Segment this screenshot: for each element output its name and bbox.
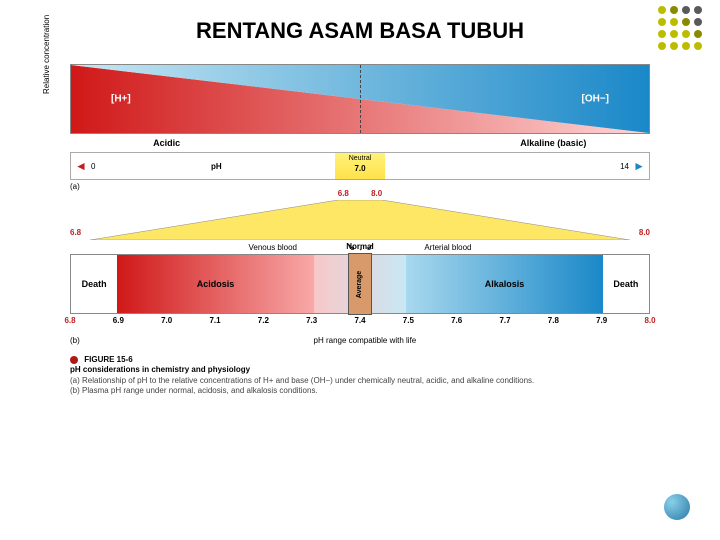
- figure-container: Relative concentration [H+] [OH−] Acidic…: [70, 64, 650, 397]
- figure-number: FIGURE 15-6: [84, 355, 132, 364]
- globe-icon: [664, 494, 690, 520]
- expand-right-val: 8.0: [371, 189, 382, 198]
- neutral-label-top: [263, 138, 456, 148]
- ph-scale-row: ◄ 0 pH Neutral 7.0 14 ►: [70, 152, 650, 180]
- plasma-segment: Alkalosis: [406, 255, 603, 313]
- plasma-segment: Death: [71, 255, 117, 313]
- ph-tick-row: 6.86.97.07.17.27.37.47.57.67.77.87.98.0: [70, 316, 650, 334]
- expand-left-val: 6.8: [338, 189, 349, 198]
- section-b-label: (b): [70, 336, 80, 345]
- ph-tick: 7.1: [209, 316, 220, 325]
- y-axis-label: Relative concentration: [42, 15, 51, 94]
- slide: RENTANG ASAM BASA TUBUH Relative concent…: [0, 0, 720, 540]
- caption-line-b: (b) Plasma pH range under normal, acidos…: [70, 386, 318, 395]
- ph-tick: 7.7: [499, 316, 510, 325]
- ph-tick: 8.0: [644, 316, 655, 325]
- normal-label-top: Normal: [70, 242, 650, 254]
- ph-range-caption: pH range compatible with life: [70, 336, 650, 345]
- ph-tick: 6.8: [64, 316, 75, 325]
- h-plus-label: [H+]: [111, 94, 131, 105]
- ph-tick: 7.8: [548, 316, 559, 325]
- figure-title: pH considerations in chemistry and physi…: [70, 365, 250, 374]
- oh-minus-label: [OH−]: [582, 94, 610, 105]
- ph-label: pH: [211, 162, 222, 171]
- scale-right: 14: [620, 162, 629, 171]
- figure-caption: FIGURE 15-6 pH considerations in chemist…: [70, 355, 650, 397]
- neutral-value: 7.0: [335, 164, 385, 173]
- average-label: Average: [357, 270, 364, 297]
- range-left: 6.8: [70, 228, 81, 237]
- ph-tick: 7.2: [258, 316, 269, 325]
- ph-tick: 7.6: [451, 316, 462, 325]
- alkaline-label: Alkaline (basic): [457, 138, 650, 148]
- ph-tick: 7.5: [403, 316, 414, 325]
- caption-line-a: (a) Relationship of pH to the relative c…: [70, 376, 534, 385]
- state-labels-row: Acidic Alkaline (basic): [70, 138, 650, 148]
- acidic-label: Acidic: [70, 138, 263, 148]
- ph-tick: 7.4: [354, 316, 365, 325]
- plasma-segment: Acidosis: [117, 255, 314, 313]
- normal-column: Average: [348, 253, 372, 315]
- ph-tick: 7.0: [161, 316, 172, 325]
- bullet-icon: [70, 356, 78, 364]
- neutral-label: Neutral: [335, 155, 385, 162]
- right-arrow-icon: ►: [633, 159, 645, 173]
- left-arrow-icon: ◄: [75, 159, 87, 173]
- ph-tick: 7.3: [306, 316, 317, 325]
- plasma-ph-bar: DeathAcidosisAlkalosisDeath Average: [70, 254, 650, 314]
- scale-left: 0: [91, 162, 95, 171]
- range-right: 8.0: [639, 228, 650, 237]
- neutral-box: Neutral 7.0: [335, 153, 385, 179]
- slide-title: RENTANG ASAM BASA TUBUH: [50, 18, 670, 44]
- ph-tick: 6.9: [113, 316, 124, 325]
- concentration-gradient-bar: [H+] [OH−]: [70, 64, 650, 134]
- decorative-dots: [658, 6, 702, 54]
- center-dashed-line: [360, 65, 361, 133]
- expansion-funnel: 6.8 8.0: [70, 200, 650, 240]
- plasma-segment: Death: [603, 255, 649, 313]
- ph-tick: 7.9: [596, 316, 607, 325]
